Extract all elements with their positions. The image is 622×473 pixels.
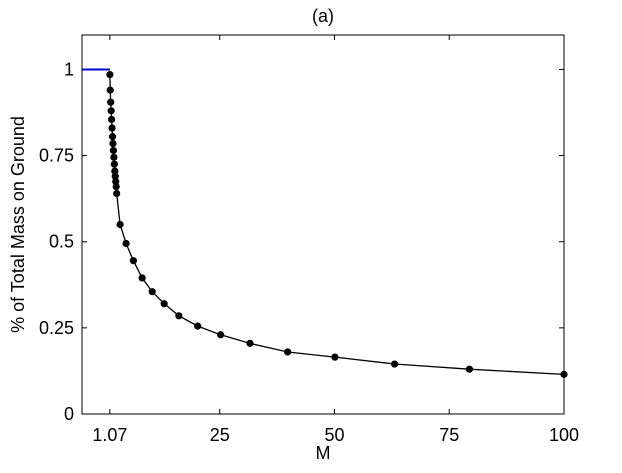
data-point (109, 139, 117, 148)
data-point (110, 153, 118, 161)
data-point (391, 360, 399, 368)
y-tick-label: 0 (64, 404, 74, 424)
data-point (116, 220, 124, 229)
data-point (113, 189, 121, 198)
chart-title: (a) (312, 6, 334, 26)
data-point (194, 322, 202, 330)
data-point (138, 274, 146, 282)
x-tick-label: 25 (210, 425, 230, 445)
data-point (108, 124, 116, 132)
data-point (112, 183, 120, 191)
x-axis-label: M (316, 443, 331, 463)
data-point (110, 160, 118, 168)
data-point (175, 312, 183, 320)
data-point (148, 288, 156, 296)
series-group (82, 68, 568, 378)
y-tick-label: 1 (64, 59, 74, 79)
data-point (109, 146, 118, 155)
data-point (284, 348, 292, 356)
y-tick-label: 0.75 (39, 146, 74, 166)
data-point (108, 115, 116, 124)
tick-group: 1.07 25 50 75 100 0 0.25 0.5 0.75 1 (39, 35, 579, 445)
data-point (107, 107, 115, 115)
plot-area (81, 34, 565, 415)
data-point (331, 353, 339, 361)
data-point (112, 177, 120, 186)
data-point (108, 133, 117, 141)
y-axis-label: % of Total Mass on Ground (8, 116, 28, 333)
x-tick-label: 1.07 (92, 425, 127, 445)
x-tick-label: 50 (324, 425, 344, 445)
y-tick-label: 0.5 (49, 232, 74, 252)
data-point (160, 300, 168, 308)
data-point (465, 365, 474, 373)
data-point (107, 98, 115, 106)
y-tick-label: 0.25 (39, 318, 74, 338)
data-point (129, 257, 138, 265)
data-point (106, 71, 114, 79)
data-point (106, 86, 114, 94)
data-point (122, 239, 130, 248)
data-point (246, 339, 254, 347)
x-tick-label: 75 (439, 425, 459, 445)
data-point (111, 167, 119, 175)
data-point (560, 370, 568, 378)
data-point (111, 172, 119, 180)
x-tick-label: 100 (549, 425, 579, 445)
data-point (217, 331, 225, 339)
